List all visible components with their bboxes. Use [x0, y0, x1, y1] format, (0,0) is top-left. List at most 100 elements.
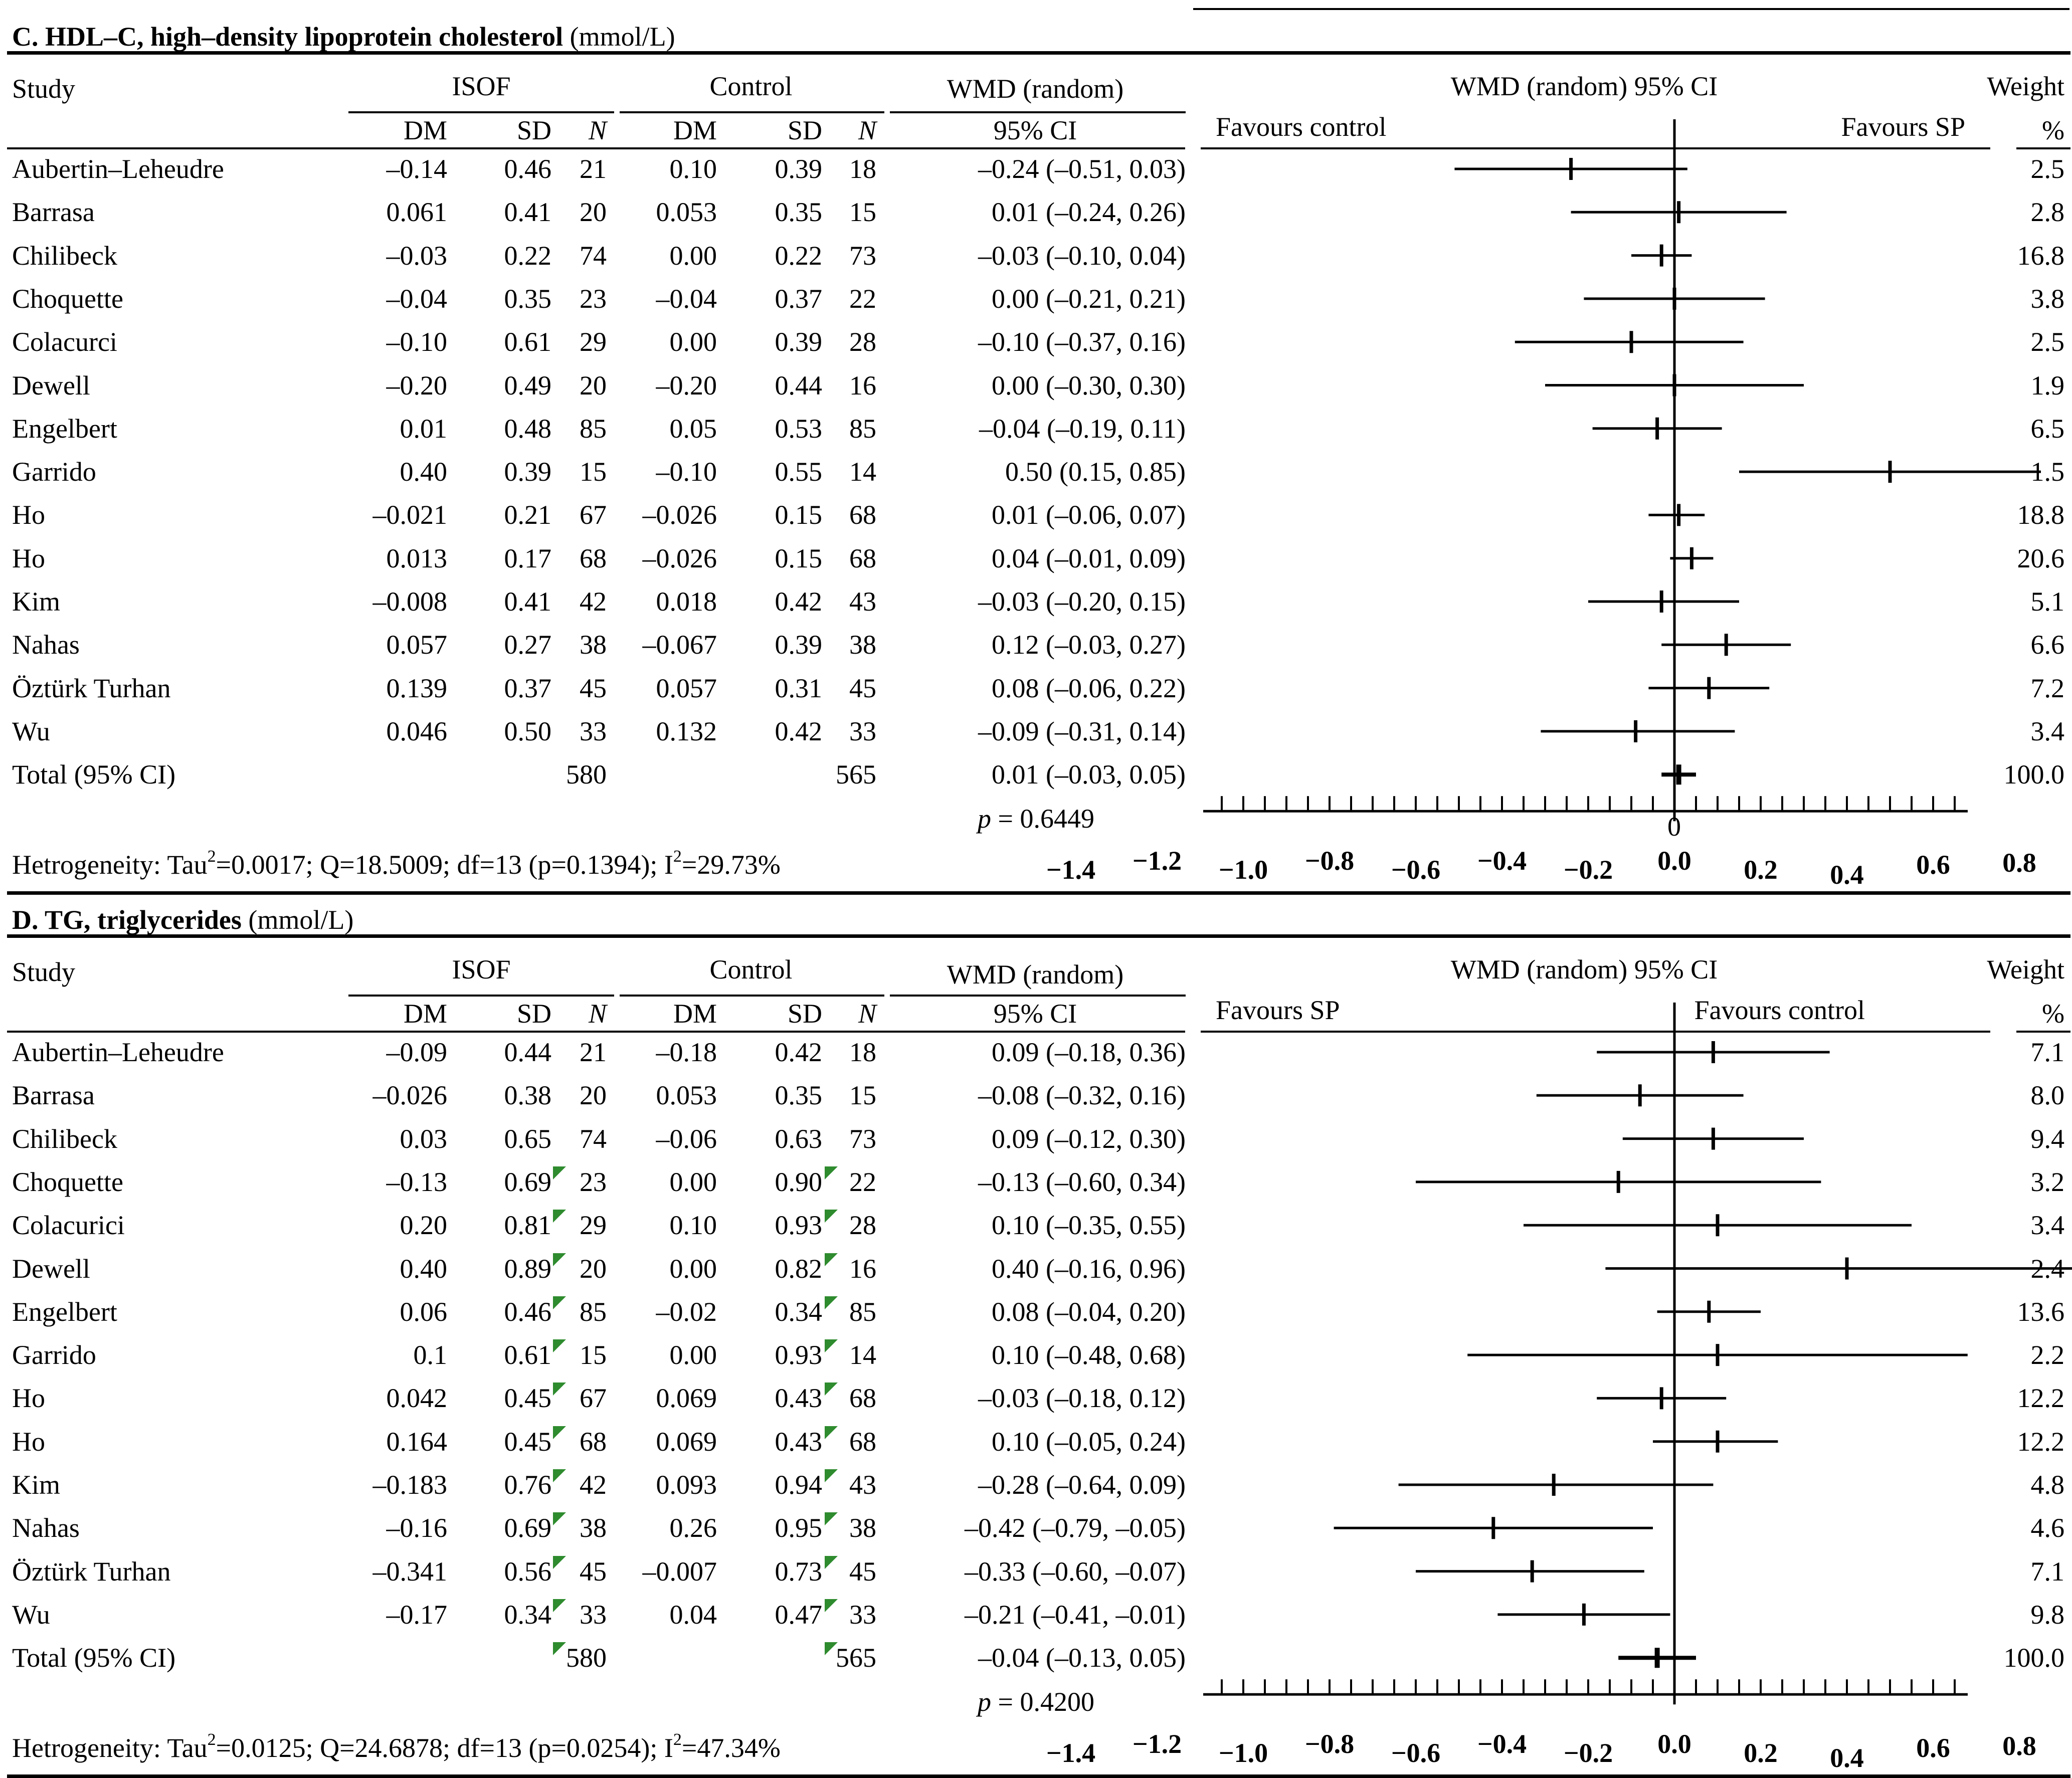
row-study: Choquette	[12, 1166, 123, 1197]
row-sd-control: 0.90	[775, 1166, 823, 1197]
row-dm-control: –0.18	[656, 1037, 717, 1067]
row-weight: 2.8	[2030, 197, 2065, 228]
row-n-isof: 15	[580, 457, 607, 487]
x-axis-tick-label: −0.8	[1304, 1729, 1355, 1759]
row-n-control: 68	[849, 1426, 876, 1457]
row-study: Kim	[12, 1470, 61, 1500]
favours-left-label: Favours SP	[1216, 995, 1340, 1025]
x-axis-tick-label: 0.0	[1657, 846, 1691, 876]
total-weight: 100.0	[2003, 1643, 2065, 1673]
comment-marker	[553, 1166, 566, 1179]
total-label: Total (95% CI)	[12, 1643, 176, 1673]
row-dm-control: 0.069	[656, 1426, 717, 1457]
row-dm-isof: 0.042	[386, 1383, 448, 1414]
comment-marker	[553, 1253, 566, 1266]
header-sd-control: SD	[787, 999, 822, 1029]
row-sd-control: 0.22	[775, 240, 823, 271]
row-n-isof: 68	[580, 1426, 607, 1457]
row-study: Aubertin–Leheudre	[12, 154, 224, 184]
row-sd-isof: 0.21	[504, 500, 552, 530]
row-n-control: 68	[849, 543, 876, 573]
row-n-control: 85	[849, 413, 876, 444]
panel-title-bold: C. HDL–C, high–density lipoprotein chole…	[12, 22, 563, 52]
row-weight: 7.2	[2030, 673, 2065, 703]
row-weight: 3.4	[2030, 716, 2065, 746]
row-sd-control: 0.35	[775, 1080, 823, 1111]
row-wmd-ci: 0.10 (–0.48, 0.68)	[992, 1340, 1186, 1370]
row-sd-control: 0.47	[775, 1599, 823, 1630]
row-n-isof: 20	[580, 370, 607, 401]
x-axis-tick-label: −1.2	[1132, 1729, 1182, 1759]
row-dm-control: 0.053	[656, 1080, 717, 1111]
heterogeneity-stats: Hetrogeneity: Tau2=0.0017; Q=18.5009; df…	[12, 848, 781, 880]
header-ci95: 95% CI	[993, 999, 1077, 1029]
row-n-isof: 20	[580, 197, 607, 228]
row-study: Kim	[12, 586, 61, 617]
row-n-isof: 42	[580, 1470, 607, 1500]
row-sd-control: 0.39	[775, 630, 823, 660]
row-study: Colacurici	[12, 1210, 125, 1241]
row-dm-isof: 0.40	[400, 457, 448, 487]
row-sd-isof: 0.37	[504, 673, 552, 703]
row-n-isof: 29	[580, 327, 607, 357]
row-sd-isof: 0.48	[504, 413, 552, 444]
row-n-control: 18	[849, 154, 876, 184]
row-study: Ho	[12, 1383, 45, 1414]
header-weight-pct: %	[2042, 115, 2064, 145]
heterogeneity-pre: Hetrogeneity: Tau	[12, 850, 208, 880]
panel-title: C. HDL–C, high–density lipoprotein chole…	[12, 23, 675, 50]
row-wmd-ci: 0.04 (–0.01, 0.09)	[992, 543, 1186, 573]
row-study: Nahas	[12, 630, 80, 660]
row-sd-control: 0.82	[775, 1253, 823, 1284]
row-weight: 9.8	[2030, 1599, 2065, 1630]
row-dm-isof: –0.04	[386, 283, 448, 314]
header-n-control: N	[858, 115, 876, 145]
row-study: Engelbert	[12, 413, 117, 444]
comment-marker	[553, 1382, 566, 1396]
row-n-isof: 33	[580, 1599, 607, 1630]
row-dm-isof: 0.013	[386, 543, 448, 573]
total-n-isof: 580	[566, 1643, 607, 1673]
row-n-control: 28	[849, 1210, 876, 1241]
header-control: Control	[709, 954, 793, 984]
row-weight: 3.8	[2030, 283, 2065, 314]
panel-bottom-rule	[7, 1774, 2070, 1778]
panel-title-unit: (mmol/L)	[241, 905, 354, 935]
comment-marker	[553, 1210, 566, 1223]
comment-marker	[553, 1296, 566, 1309]
row-n-isof: 42	[580, 586, 607, 617]
row-n-control: 33	[849, 1599, 876, 1630]
comment-marker	[825, 1512, 838, 1526]
row-wmd-ci: 0.50 (0.15, 0.85)	[1005, 457, 1186, 487]
x-axis-tick-label: −0.4	[1477, 1729, 1527, 1759]
header-plot-title: WMD (random) 95% CI	[1450, 954, 1718, 984]
control-group-rule	[620, 111, 884, 113]
row-sd-control: 0.15	[775, 500, 823, 530]
panel-title-unit: (mmol/L)	[563, 22, 675, 52]
row-dm-isof: 0.046	[386, 716, 448, 746]
row-weight: 4.6	[2030, 1513, 2065, 1543]
row-wmd-ci: 0.09 (–0.18, 0.36)	[992, 1037, 1186, 1067]
total-label: Total (95% CI)	[12, 759, 176, 790]
x-axis-tick-label: 0.2	[1744, 1738, 1778, 1768]
x-axis-tick-label: 0.0	[1657, 1729, 1691, 1759]
row-wmd-ci: –0.28 (–0.64, 0.09)	[978, 1470, 1186, 1500]
header-weight-pct: %	[2042, 999, 2064, 1029]
row-weight: 18.8	[2017, 500, 2065, 530]
row-weight: 7.1	[2030, 1556, 2065, 1587]
row-sd-control: 0.53	[775, 413, 823, 444]
row-study: Ho	[12, 543, 45, 573]
comment-marker	[553, 1339, 566, 1353]
heterogeneity-post: =29.73%	[681, 850, 781, 880]
row-sd-isof: 0.34	[504, 1599, 552, 1630]
row-n-control: 14	[849, 1340, 876, 1370]
total-n-isof: 580	[566, 759, 607, 790]
row-dm-control: –0.04	[656, 283, 717, 314]
header-isof: ISOF	[452, 954, 511, 984]
comment-marker	[553, 1642, 566, 1656]
row-dm-isof: 0.057	[386, 630, 448, 660]
row-n-isof: 45	[580, 673, 607, 703]
row-wmd-ci: –0.08 (–0.32, 0.16)	[978, 1080, 1186, 1111]
favours-right-label: Favours SP	[1841, 112, 1965, 142]
